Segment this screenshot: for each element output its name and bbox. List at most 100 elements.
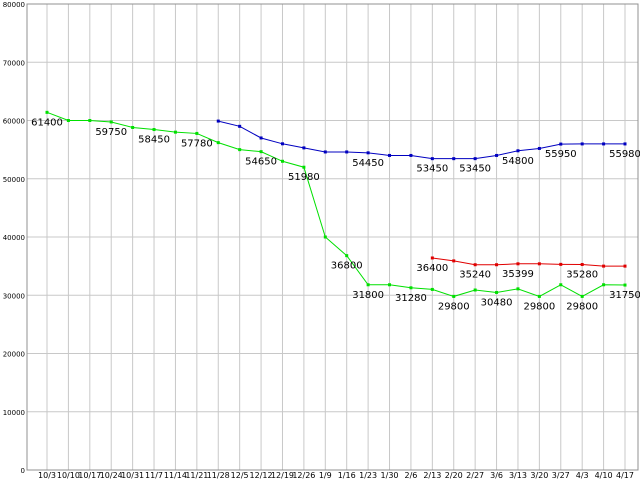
y-tick-label: 40000 xyxy=(3,234,25,242)
data-label: 36800 xyxy=(331,261,363,272)
data-label: 58450 xyxy=(138,135,170,146)
series-0-point xyxy=(623,283,627,287)
series-1-point xyxy=(259,136,263,140)
series-0-point xyxy=(516,287,520,291)
x-tick-label: 1/9 xyxy=(319,471,332,480)
x-tick-label: 10/24 xyxy=(100,471,123,480)
data-label: 30480 xyxy=(481,297,513,308)
x-tick-label: 3/27 xyxy=(552,471,570,480)
series-1-point xyxy=(366,151,370,155)
y-axis-ticks: 0 10000 20000 30000 40000 50000 60000 70000 8000… xyxy=(3,1,25,475)
data-label: 61400 xyxy=(31,117,63,128)
series-1-point xyxy=(516,149,520,153)
y-tick-label: 50000 xyxy=(3,176,25,184)
series-0-point xyxy=(409,286,413,290)
x-tick-label: 10/10 xyxy=(57,471,80,480)
series-2-point xyxy=(580,262,584,266)
x-tick-label: 1/23 xyxy=(359,471,377,480)
series-2-point xyxy=(452,259,456,263)
series-0-point xyxy=(388,283,392,287)
x-tick-label: 10/17 xyxy=(78,471,101,480)
series-2-point xyxy=(430,256,434,260)
x-tick-label: 4/10 xyxy=(595,471,613,480)
x-tick-label: 3/13 xyxy=(509,471,527,480)
series-1-point xyxy=(537,146,541,150)
series-2-point xyxy=(559,262,563,266)
series-0-point xyxy=(302,165,306,169)
series-0-point xyxy=(45,110,49,114)
series-0-point xyxy=(452,294,456,298)
series-0-point xyxy=(559,283,563,287)
series-0-point xyxy=(259,150,263,154)
series-1-point xyxy=(495,153,499,157)
series-1-point xyxy=(623,142,627,146)
series-1-point xyxy=(323,150,327,154)
series-0-line xyxy=(46,111,626,297)
x-tick-label: 12/26 xyxy=(292,471,315,480)
series-2-point xyxy=(495,263,499,267)
series-1-point xyxy=(345,150,349,154)
x-tick-label: 2/27 xyxy=(466,471,484,480)
data-label: 29800 xyxy=(566,301,598,312)
axes xyxy=(26,3,639,471)
data-label: 53450 xyxy=(459,164,491,175)
series-0-point xyxy=(173,130,177,134)
series-2-point xyxy=(473,263,477,267)
data-label: 59750 xyxy=(95,127,127,138)
x-tick-label: 2/20 xyxy=(445,471,463,480)
series-0-point xyxy=(152,128,156,132)
data-label: 36400 xyxy=(416,263,448,274)
series-1-point xyxy=(409,153,413,157)
data-label: 55980 xyxy=(609,149,640,160)
x-tick-label: 10/31 xyxy=(121,471,144,480)
x-tick-label: 3/6 xyxy=(490,471,503,480)
series-0-point xyxy=(430,287,434,291)
series-0-point xyxy=(580,294,584,298)
x-tick-label: 11/21 xyxy=(185,471,208,480)
x-tick-label: 4/17 xyxy=(616,471,634,480)
y-tick-label: 70000 xyxy=(3,59,25,67)
x-tick-label: 11/28 xyxy=(207,471,230,480)
data-label: 35399 xyxy=(502,269,534,280)
x-tick-label: 1/30 xyxy=(381,471,399,480)
data-label: 31750 xyxy=(609,290,640,301)
series-2-point xyxy=(537,262,541,266)
grid-lines xyxy=(27,3,638,471)
data-label: 31280 xyxy=(395,293,427,304)
y-tick-label: 60000 xyxy=(3,118,25,126)
x-tick-label: 12/5 xyxy=(231,471,249,480)
series-1-point xyxy=(430,157,434,161)
series-1-line xyxy=(218,120,625,160)
data-label: 35280 xyxy=(566,269,598,280)
series-0-point xyxy=(323,235,327,239)
series-lines xyxy=(46,111,626,297)
series-0-point xyxy=(216,141,220,145)
x-tick-label: 11/14 xyxy=(164,471,187,480)
series-1-point xyxy=(388,153,392,157)
series-2-point xyxy=(516,262,520,266)
series-1-point xyxy=(216,119,220,123)
series-1-point xyxy=(238,124,242,128)
data-label: 54800 xyxy=(502,156,534,167)
series-2-point xyxy=(623,264,627,268)
series-1-point xyxy=(302,146,306,150)
data-label: 31800 xyxy=(352,290,384,301)
x-tick-label: 12/19 xyxy=(271,471,294,480)
data-label: 29800 xyxy=(523,301,555,312)
x-tick-label: 2/13 xyxy=(423,471,441,480)
data-label: 57780 xyxy=(181,138,213,149)
y-tick-label: 10000 xyxy=(3,409,25,417)
series-0-point xyxy=(473,288,477,292)
series-0-point xyxy=(131,125,135,129)
data-label: 54650 xyxy=(245,157,277,168)
data-label: 54450 xyxy=(352,158,384,169)
series-2-line xyxy=(432,257,625,267)
series-2-point xyxy=(602,264,606,268)
series-1-point xyxy=(559,142,563,146)
series-0-point xyxy=(602,283,606,287)
series-points xyxy=(45,110,627,298)
series-1-point xyxy=(602,142,606,146)
data-label: 55950 xyxy=(545,149,577,160)
series-0-point xyxy=(495,290,499,294)
